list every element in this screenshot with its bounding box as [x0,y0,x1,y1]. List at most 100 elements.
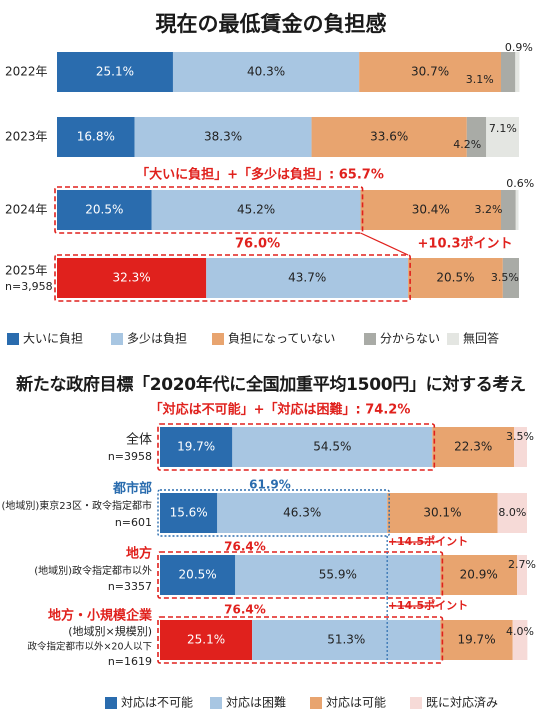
data-label: 15.6% [170,506,208,520]
data-label: 45.2% [237,203,275,217]
legend-label: 対応は不可能 [121,696,193,710]
bar-segment [502,258,519,298]
data-label: 20.5% [436,271,474,285]
annotation-box [157,551,444,599]
category-label: 全体 [126,432,152,448]
category-label: 都市部 [112,481,152,497]
data-label: 3.1% [466,73,494,86]
legend-label: 大いに負担 [23,332,83,346]
bar-segment [311,117,467,157]
category-label: 2022年 [5,65,48,79]
legend-label: 無回答 [463,331,499,346]
legend-swatch [364,333,376,345]
bar-segment [217,493,388,533]
data-label: 30.7% [411,65,449,79]
annotation-text: 76.4% [224,540,266,554]
legend-label: 負担になっていない [228,332,335,346]
data-label: 32.3% [113,271,151,285]
bar-segment [517,555,527,595]
legend-swatch [105,697,117,709]
data-label: 3.5% [491,271,519,284]
bar-segment [360,190,501,230]
data-label: 16.8% [77,130,115,144]
bar-segment [151,190,361,230]
bar-segment [160,620,253,660]
legend-label: 多少は負担 [127,332,187,346]
category-note: n=1619 [108,655,152,668]
bar-segment [206,258,409,298]
annotation-box [157,616,444,664]
category-note: n=3357 [108,580,152,593]
category-note: (地域別×規模別) [68,624,152,638]
data-label: 38.3% [204,130,242,144]
data-label: 8.0% [498,506,526,519]
category-label: 2024年 [5,203,48,217]
data-label: 4.0% [506,625,534,638]
bar-segment [172,52,360,92]
bar-segment [432,427,515,467]
data-label: 33.6% [370,130,408,144]
annotation-text: +14.5ポイント [388,598,468,612]
bar-segment [160,555,236,595]
category-note: 政令指定都市以外×20人以下 [27,641,152,653]
legend-label: 対応は可能 [326,696,386,710]
annotation-text: 「対応は不可能」+「対応は困難」: 74.2% [150,402,411,418]
data-label: 20.5% [179,568,217,582]
legend-swatch [7,333,19,345]
legend-swatch [111,333,123,345]
bar-segment [440,620,513,660]
data-label: 22.3% [454,440,492,454]
legend-swatch [212,333,224,345]
data-label: 40.3% [247,65,285,79]
bar-segment [486,117,519,157]
legend-swatch [210,697,222,709]
legend-swatch [447,333,459,345]
category-label: 地方 [126,546,152,562]
data-label: 25.1% [96,65,134,79]
annotation-text: +10.3ポイント [418,236,513,252]
bar-segment [359,52,501,92]
bar-segment [160,427,233,467]
legend-swatch [310,697,322,709]
bar-segment [408,258,503,298]
data-label: 30.4% [412,203,450,217]
annotation-box [157,423,436,471]
annotation-text: 76.0% [235,237,280,252]
chart-1-title: 現在の最低賃金の負担感 [155,12,387,36]
data-label: 43.7% [288,271,326,285]
data-label: 55.9% [319,568,357,582]
category-label: 2025年 [5,264,48,278]
annotation-box [157,489,390,537]
data-label: 0.6% [506,177,534,190]
category-note: (地域別)政令指定都市以外 [34,564,152,577]
data-label: 46.3% [283,506,321,520]
bar-segment [57,117,135,157]
bar-segment [440,555,518,595]
bar-segment [500,190,516,230]
bar-segment [512,620,528,660]
bar-segment [514,427,527,467]
bar-segment [497,493,527,533]
bar-segment [57,52,173,92]
data-label: 25.1% [187,633,225,647]
legend-label: 対応は困難 [226,695,286,710]
annotation-text: 76.4% [224,603,266,617]
bar-segment [515,190,519,230]
data-label: 19.7% [177,440,215,454]
category-note: n=3958 [108,450,152,463]
category-note: n=601 [115,516,152,529]
data-label: 7.1% [489,122,517,135]
category-note: (地域別)東京23区・政令指定都市 [1,499,152,512]
data-label: 19.7% [457,633,495,647]
data-label: 20.5% [85,203,123,217]
data-label: 2.7% [508,558,536,571]
legend-label: 既に対応済み [426,695,498,710]
data-label: 3.5% [506,430,534,443]
bar-segment [160,493,218,533]
bar-segment [57,190,152,230]
data-label: 51.3% [327,633,365,647]
data-label: 30.1% [423,506,461,520]
data-label: 4.2% [453,138,481,151]
chart-2-title: 新たな政府目標「2020年代に全国加重平均1500円」に対する考え [16,375,526,395]
